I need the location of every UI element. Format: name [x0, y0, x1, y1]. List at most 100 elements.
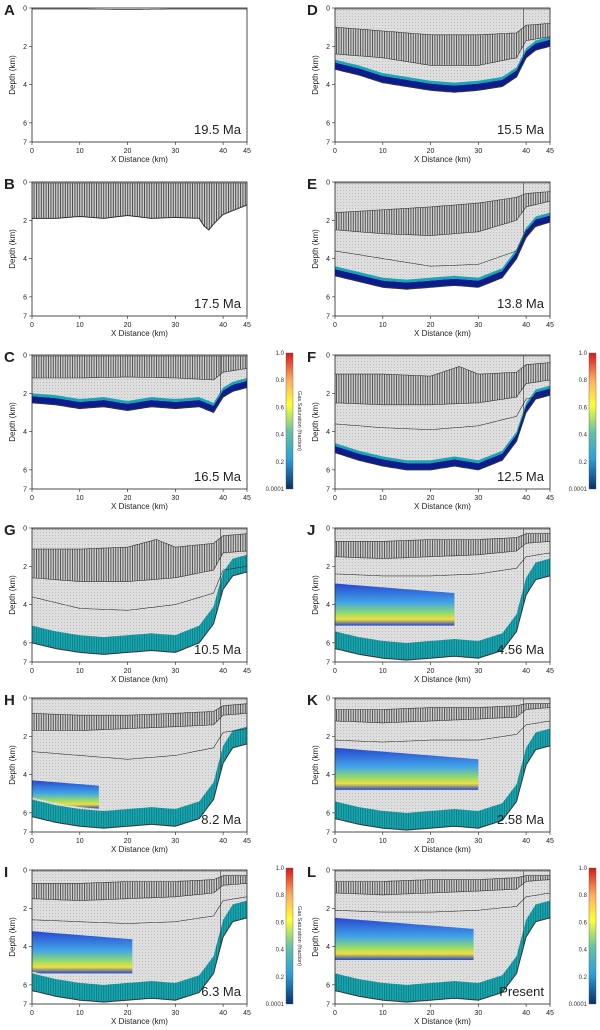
y-tick-label: 7 [326, 1002, 330, 1009]
x-tick-label: 10 [379, 495, 387, 502]
plot-frame [31, 7, 248, 143]
x-tick-label: 0 [333, 148, 337, 155]
x-tick-label: 30 [474, 322, 482, 329]
x-axis-label: X Distance (km) [111, 329, 168, 338]
age-label: 4.56 Ma [497, 642, 545, 657]
hatched-band [335, 533, 550, 559]
gas-plume [32, 780, 99, 809]
colorbar-tick-label: 0.4 [579, 948, 588, 954]
x-axis-label: X Distance (km) [111, 1017, 168, 1026]
colorbar-tick-label: 0.2 [276, 460, 285, 466]
y-tick-label: 4 [23, 82, 27, 89]
x-tick-label: 45 [546, 838, 554, 845]
x-tick-label: 30 [474, 668, 482, 675]
horizon-layer-1 [335, 703, 550, 710]
y-tick-label: 7 [23, 660, 27, 667]
x-tick-label: 45 [546, 148, 554, 155]
colorbar-tick-label: 0.4 [579, 433, 588, 439]
x-tick-label: 10 [76, 322, 84, 329]
horizon-layer-3 [31, 896, 248, 924]
x-tick-label: 10 [76, 148, 84, 155]
colorbar-tick-label: 1.0 [579, 351, 588, 357]
deep-gas-band [32, 380, 247, 413]
horizon-layer-1 [334, 191, 551, 213]
colorbar-tick-label: 1.0 [276, 351, 285, 357]
horizon-layer-2 [334, 541, 551, 559]
age-label: 16.5 Ma [194, 469, 242, 484]
hatched-band [32, 183, 247, 230]
deep-gas-band [335, 558, 550, 661]
x-tick-label: 40 [522, 495, 530, 502]
horizon-basement [334, 394, 551, 471]
x-tick-label: 20 [427, 838, 435, 845]
panel-letter: H [4, 692, 15, 709]
colorbar-tick-label: 0.8 [276, 378, 285, 384]
colorbar-tick-label: 0.4 [276, 948, 285, 954]
y-tick-label: 6 [23, 467, 27, 474]
x-tick-label: 30 [171, 495, 179, 502]
x-tick-label: 30 [474, 1010, 482, 1017]
y-tick-label: 2 [23, 906, 27, 913]
y-tick-label: 2 [326, 44, 330, 51]
x-tick-label: 40 [522, 148, 530, 155]
x-tick-label: 10 [76, 838, 84, 845]
y-axis-label: Depth (km) [8, 229, 17, 269]
horizon-layer-1 [32, 533, 248, 550]
colorbar-tick-label: 0.4 [276, 433, 285, 439]
colorbar-tick-label: 0.8 [276, 893, 285, 899]
colorbar-tick-label: 0.0001 [266, 1002, 285, 1008]
panel-letter: F [307, 349, 316, 366]
x-tick-label: 0 [333, 1010, 337, 1017]
x-tick-label: 45 [546, 668, 554, 675]
age-label: 2.58 Ma [497, 812, 545, 827]
x-tick-label: 40 [522, 838, 530, 845]
x-axis-label: X Distance (km) [414, 502, 471, 511]
y-tick-label: 4 [326, 82, 330, 89]
y-tick-label: 0 [326, 353, 330, 360]
colorbar [588, 867, 597, 1005]
y-tick-label: 2 [23, 218, 27, 225]
y-tick-label: 2 [23, 391, 27, 398]
y-tick-label: 0 [23, 868, 27, 875]
gas-plume [335, 583, 455, 626]
panel-letter: I [4, 864, 8, 881]
y-axis-label: Depth (km) [311, 917, 320, 957]
y-tick-label: 4 [23, 944, 27, 951]
y-tick-label: 4 [23, 256, 27, 263]
y-tick-label: 0 [326, 180, 330, 187]
hatched-band [335, 23, 550, 66]
horizon-layer-2 [334, 707, 551, 724]
panel-g: 0 10 20 30 40 45 0 2 4 6 7 X Distance (km) Depth (km… [4, 522, 251, 684]
horizon-layer-3 [334, 720, 551, 743]
x-tick-label: 20 [124, 1010, 132, 1017]
horizon-basement [32, 204, 248, 231]
y-tick-label: 7 [23, 1002, 27, 1009]
horizon-layer-3 [334, 552, 551, 577]
y-tick-label: 4 [326, 256, 330, 263]
colorbar-tick-label: 0.2 [579, 975, 588, 981]
x-tick-label: 20 [124, 668, 132, 675]
horizon-basement [31, 917, 248, 1003]
y-tick-label: 4 [326, 602, 330, 609]
panel-letter: B [4, 176, 15, 193]
horizon-seafloor [32, 8, 247, 10]
panel-a: 0 10 20 30 40 45 0 2 4 6 7 X Distance (km) Depth (km… [4, 2, 251, 164]
horizon-basement [31, 743, 248, 829]
x-tick-label: 10 [76, 495, 84, 502]
y-tick-label: 0 [326, 868, 330, 875]
y-axis-label: Depth (km) [311, 55, 320, 95]
y-tick-label: 6 [23, 120, 27, 127]
panel-letter: A [4, 2, 15, 19]
x-axis-label: X Distance (km) [111, 502, 168, 511]
plot-frame [334, 354, 551, 490]
panel-letter: C [4, 349, 15, 366]
y-axis-label: Depth (km) [311, 575, 320, 615]
x-tick-label: 0 [333, 322, 337, 329]
panel-letter: E [307, 176, 317, 193]
panel-d: 0 10 20 30 40 45 0 2 4 6 7 X Distance (km) Depth (km… [307, 2, 554, 164]
panel-j: 0 10 20 30 40 45 0 2 4 6 7 X Distance (km) Depth (km… [307, 522, 554, 684]
horizon-layer-1 [335, 875, 550, 882]
x-tick-label: 45 [243, 495, 251, 502]
colorbar-title: Gas Saturation (fraction) [296, 906, 302, 966]
x-tick-label: 45 [243, 148, 251, 155]
